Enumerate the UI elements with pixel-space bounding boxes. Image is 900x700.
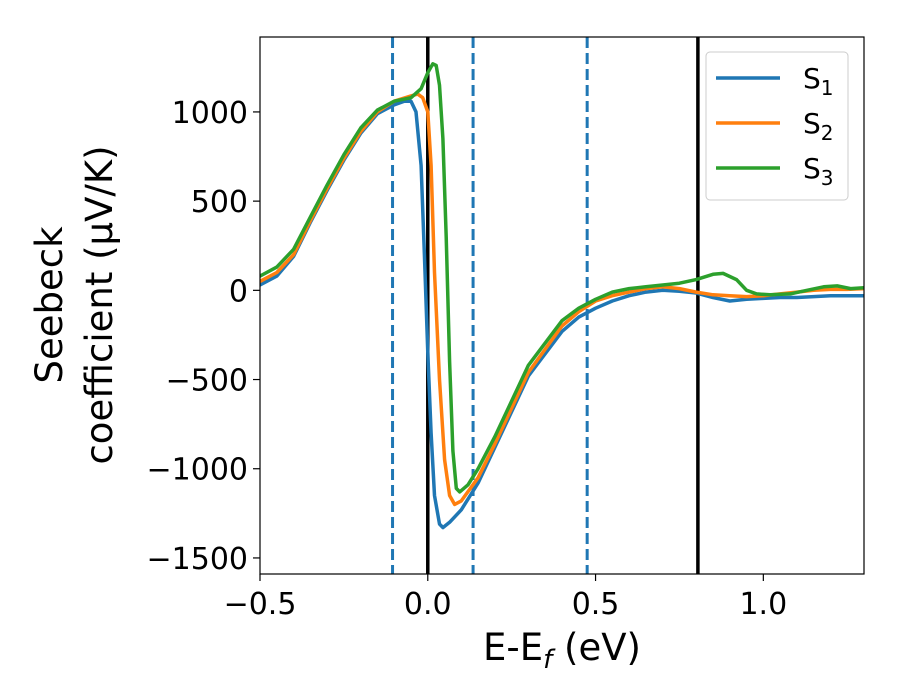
legend-label-s1: S1	[803, 62, 834, 100]
x-tick-label: 0.5	[572, 587, 620, 622]
series-line-s3	[260, 62, 864, 494]
plot-frame	[259, 36, 865, 575]
y-axis: 1000 500 0 −500 −1000 −1500	[147, 96, 260, 577]
legend-label-s2: S2	[803, 107, 834, 145]
y-axis-title-line1: Seebeck	[28, 226, 71, 384]
reference-lines	[391, 37, 700, 574]
legend: S1 S2 S3	[705, 51, 849, 201]
legend-label-s3: S3	[803, 152, 834, 190]
x-axis-title: E-Ef (eV)	[483, 626, 641, 675]
y-tick-label: 1000	[172, 96, 248, 131]
x-tick-label: −0.5	[224, 587, 297, 622]
legend-box	[705, 51, 849, 201]
x-axis-title-unit: (eV)	[552, 626, 641, 669]
y-tick-label: 500	[191, 185, 248, 220]
x-tick-label: 1.0	[739, 587, 787, 622]
y-tick-label: −1500	[147, 542, 248, 577]
y-tick-label: −500	[166, 364, 248, 399]
series-layer	[260, 62, 864, 530]
y-tick-label: 0	[229, 274, 248, 309]
x-axis: −0.5 0.0 0.5 1.0	[224, 574, 787, 622]
y-tick-label: −1000	[147, 453, 248, 488]
y-axis-title-line2: coefficient (μV/K)	[78, 145, 121, 464]
x-tick-label: 0.0	[404, 587, 452, 622]
